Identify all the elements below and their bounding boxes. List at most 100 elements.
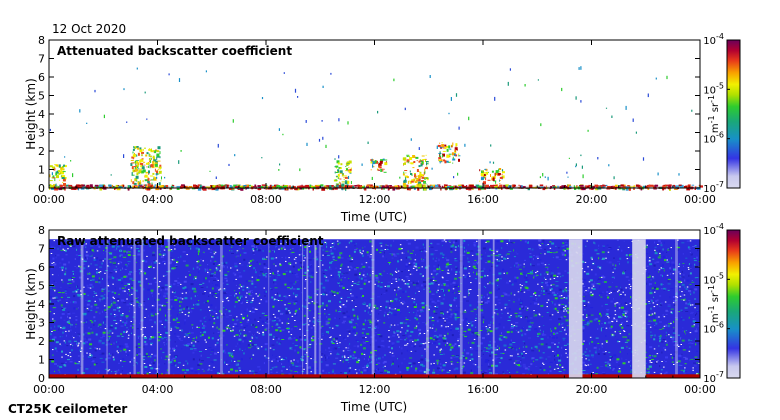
noise-speck xyxy=(237,342,239,345)
noise-speck xyxy=(656,316,658,319)
noise-speck xyxy=(542,264,545,266)
noise-speck xyxy=(657,249,659,252)
noise-speck xyxy=(650,359,654,360)
noise-speck xyxy=(349,261,353,263)
boundary-layer-cell xyxy=(146,187,151,191)
noise-speck xyxy=(515,315,518,318)
noise-speck xyxy=(58,369,60,371)
noise-speck xyxy=(431,364,435,366)
boundary-layer-cell xyxy=(183,185,188,188)
noise-speck xyxy=(137,335,140,337)
noise-speck xyxy=(648,259,651,261)
noise-speck xyxy=(127,328,129,330)
noise-speck xyxy=(293,337,296,340)
noise-speck xyxy=(61,313,65,315)
boundary-layer-cell xyxy=(212,185,216,188)
boundary-layer-cell xyxy=(64,187,66,191)
noise-speck xyxy=(73,301,77,304)
noise-speck xyxy=(475,253,479,256)
noise-speck xyxy=(173,359,176,362)
noise-speck xyxy=(176,335,180,337)
noise-speck xyxy=(602,351,606,353)
boundary-layer-cell xyxy=(503,184,506,187)
noise-speck xyxy=(253,254,255,255)
noise-speck xyxy=(590,294,594,297)
noise-speck xyxy=(434,301,437,304)
aerosol-cell xyxy=(62,171,66,173)
noise-speck xyxy=(324,289,326,291)
aerosol-cell xyxy=(334,171,336,174)
noise-speck xyxy=(380,249,384,251)
noise-speck xyxy=(303,241,306,243)
noise-speck xyxy=(622,331,626,333)
noise-speck xyxy=(111,371,113,373)
noise-speck xyxy=(504,303,508,306)
noise-speck xyxy=(557,354,559,357)
noise-speck xyxy=(277,327,281,329)
noise-speck xyxy=(239,348,241,351)
noise-speck xyxy=(406,329,409,332)
noise-speck xyxy=(675,309,677,312)
noise-speck xyxy=(136,300,138,303)
noise-speck xyxy=(318,313,321,315)
noise-speck xyxy=(456,305,458,307)
noise-speck xyxy=(332,340,335,342)
noise-speck xyxy=(85,319,88,321)
noise-speck xyxy=(686,240,690,242)
noise-speck xyxy=(84,353,88,355)
noise-speck xyxy=(55,341,59,344)
noise-speck xyxy=(608,247,612,249)
noise-speck xyxy=(482,350,485,352)
noise-speck xyxy=(397,260,399,263)
noise-speck xyxy=(179,337,181,340)
noise-speck xyxy=(515,262,519,265)
boundary-layer-cell xyxy=(485,184,489,188)
scatter-speck xyxy=(180,150,182,152)
noise-speck xyxy=(91,360,93,362)
noise-speck xyxy=(519,315,523,318)
noise-speck xyxy=(67,296,71,298)
noise-speck xyxy=(584,286,588,288)
noise-speck xyxy=(481,294,483,296)
noise-speck xyxy=(50,295,53,298)
boundary-layer-cell xyxy=(86,186,90,189)
noise-speck xyxy=(87,356,91,358)
noise-speck xyxy=(653,319,657,322)
noise-speck xyxy=(198,253,199,256)
boundary-layer-cell xyxy=(82,186,87,188)
plot-area xyxy=(49,40,700,188)
noise-speck xyxy=(239,335,240,337)
noise-speck xyxy=(132,292,134,294)
aerosol-cell xyxy=(150,164,154,168)
noise-speck xyxy=(106,339,110,341)
noise-speck xyxy=(406,337,408,339)
noise-speck xyxy=(370,344,371,346)
noise-speck xyxy=(166,273,168,275)
boundary-layer-cell xyxy=(580,184,584,187)
cloud-cell xyxy=(446,148,449,152)
noise-speck xyxy=(353,314,356,317)
noise-speck xyxy=(624,341,628,343)
noise-speck xyxy=(116,247,118,250)
noise-speck xyxy=(159,250,161,252)
noise-speck xyxy=(200,328,204,331)
noise-speck xyxy=(132,272,134,274)
noise-speck xyxy=(440,312,444,314)
noise-speck xyxy=(113,249,117,251)
noise-speck xyxy=(217,292,219,294)
scatter-speck xyxy=(625,105,627,110)
noise-speck xyxy=(120,269,122,271)
noise-speck xyxy=(480,309,484,312)
noise-speck xyxy=(116,246,120,248)
noise-speck xyxy=(648,365,652,368)
noise-speck xyxy=(57,247,59,250)
scatter-speck xyxy=(306,142,308,146)
noise-speck xyxy=(418,334,420,337)
boundary-layer-cell xyxy=(345,185,349,188)
noise-speck xyxy=(131,286,133,289)
noise-speck xyxy=(418,280,419,283)
noise-speck xyxy=(627,261,629,264)
noise-speck xyxy=(99,266,103,268)
boundary-layer-cell xyxy=(342,187,346,190)
noise-speck xyxy=(435,328,437,331)
